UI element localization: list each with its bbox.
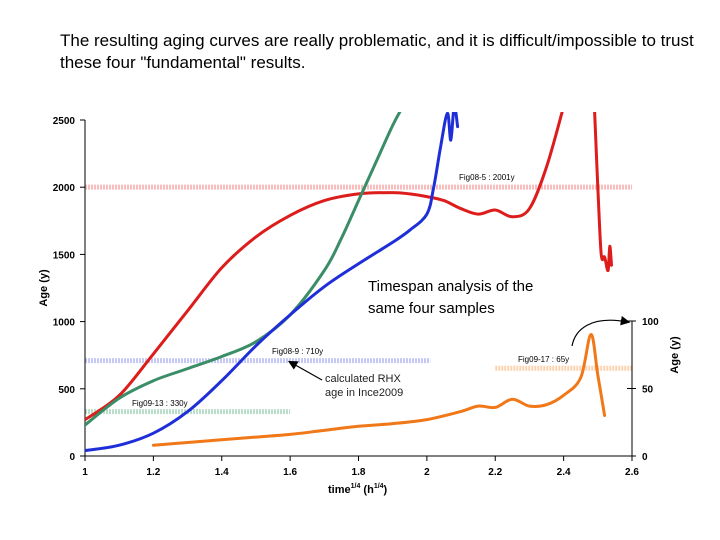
y-tick-label-3: 1500 <box>53 250 76 261</box>
reference-label-3: Fig09-17 : 65y <box>518 355 569 364</box>
x-axis-title-part-4: ) <box>384 484 388 496</box>
x-tick-label-4: 1.8 <box>352 467 366 478</box>
x-axis-title-part-3: 1/4 <box>374 483 384 490</box>
y2-tick-label-1: 50 <box>642 385 654 396</box>
y-axis-title: Age (y) <box>38 269 50 307</box>
annotation-arrow <box>287 360 323 381</box>
right-axis-arrow <box>571 315 631 347</box>
y-tick-label-0: 0 <box>69 452 75 463</box>
annotation-line-2: age in Ince2009 <box>325 387 403 399</box>
annotation-line-1: calculated RHX <box>325 373 401 385</box>
y-tick-label-1: 500 <box>58 385 75 396</box>
x-tick-label-8: 2.6 <box>625 467 639 478</box>
x-tick-label-0: 1 <box>82 467 88 478</box>
series-line-red <box>85 112 564 422</box>
x-tick-label-6: 2.2 <box>488 467 502 478</box>
series-line-orange <box>151 332 607 447</box>
x-axis-title-part-2: (h <box>360 484 374 496</box>
x-axis-title-part-1: 1/4 <box>351 483 361 490</box>
reference-label-0: Fig08-5 : 2001y <box>459 173 515 182</box>
y2-tick-label-0: 0 <box>642 452 648 463</box>
overlay-text-line-2: same four samples <box>368 300 495 317</box>
x-tick-label-7: 2.4 <box>557 467 571 478</box>
y-tick-label-4: 2000 <box>53 183 76 194</box>
y-tick-label-2: 1000 <box>53 318 76 329</box>
y2-tick-label-2: 100 <box>642 317 659 328</box>
x-axis-title: time1/4 (h1/4) <box>328 483 388 496</box>
reference-label-2: Fig09-13 : 330y <box>132 399 188 408</box>
x-tick-label-1: 1.2 <box>146 467 160 478</box>
series-line-blue <box>85 112 460 453</box>
y-tick-label-5: 2500 <box>53 116 76 127</box>
x-tick-label-2: 1.4 <box>215 467 229 478</box>
overlay-text-line-1: Timespan analysis of the <box>368 278 533 295</box>
x-tick-label-3: 1.6 <box>283 467 297 478</box>
x-tick-label-5: 2 <box>424 467 430 478</box>
reference-label-1: Fig08-9 : 710y <box>272 347 323 356</box>
series-line-red-tail <box>593 112 613 273</box>
x-axis-title-part-0: time <box>328 484 351 496</box>
slide-heading: The resulting aging curves are really pr… <box>60 31 694 72</box>
y2-axis-title: Age (y) <box>669 336 681 374</box>
